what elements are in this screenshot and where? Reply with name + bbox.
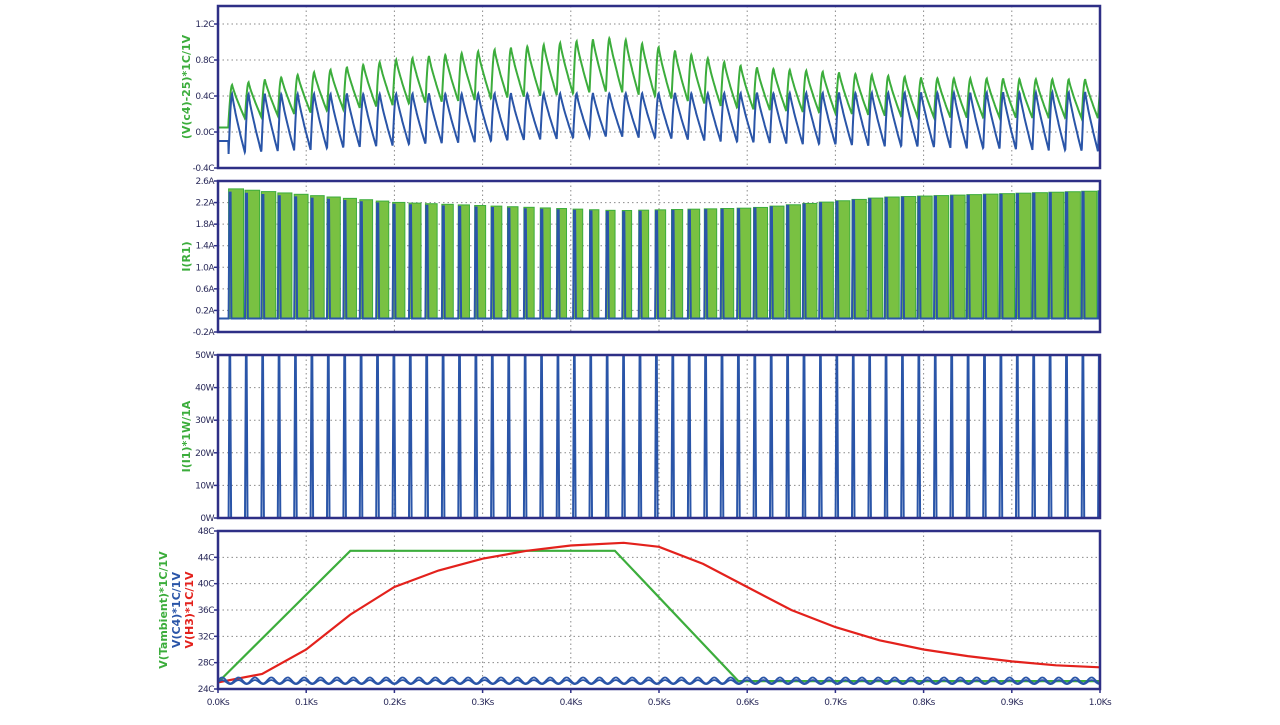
y-tick-label: 30W <box>195 416 214 426</box>
y-tick-label: 10W <box>195 481 214 491</box>
y-tick-label: 28C <box>198 659 214 669</box>
x-tick-label: 0.1Ks <box>295 698 318 708</box>
x-tick-label: 0.8Ks <box>912 698 935 708</box>
x-tick-label: 0.3Ks <box>471 698 494 708</box>
y-tick-label: 40C <box>198 580 214 590</box>
panel-frame <box>216 353 1102 520</box>
y-axis-label: I(R1) <box>180 241 193 271</box>
y-axis-label-blue: V(C4)*1C/1V <box>170 572 183 648</box>
y-tick-label: 1.0A <box>196 263 216 273</box>
panel-frame <box>216 4 1102 170</box>
y-axis-label: (V(c4)-25)*1C/1V <box>180 34 193 139</box>
panel-3: 50W 40W 30W 20W 10W 0W I(I1)*1W/1A <box>180 351 1102 524</box>
x-tick-label: 0.7Ks <box>824 698 847 708</box>
x-tick-label: 0.5Ks <box>648 698 671 708</box>
y-tick-label: 32C <box>198 632 214 642</box>
y-tick-label: 48C <box>198 527 214 537</box>
y-tick-label: 20W <box>195 449 214 459</box>
panel-1: 1.2C 0.8C 0.4C 0.0C -0.4C (V(c4)-25)*1C/1V <box>180 4 1102 174</box>
series-group <box>218 541 1100 685</box>
y-axis-label-green: V(Tambient)*1C/1V <box>157 551 170 669</box>
panel-2: 2.6A 2.2A 1.8A 1.4A 1.0A 0.6A 0.2A -0.2A I(R1) <box>180 177 1102 338</box>
x-tick-label: 1.0Ks <box>1089 698 1112 708</box>
y-tick-label: 40W <box>195 384 214 394</box>
y-tick-label: 1.8A <box>196 220 216 230</box>
y-tick-label: 2.2A <box>196 199 216 209</box>
y-tick-label: -0.2A <box>193 328 216 338</box>
x-tick-label: 0.9Ks <box>1001 698 1024 708</box>
y-tick-label: 2.6A <box>196 177 216 187</box>
series-line <box>218 35 1100 129</box>
series-line-c4 <box>218 679 1100 685</box>
y-tick-label: 0.8C <box>195 56 214 66</box>
x-tick-label: 0.2Ks <box>383 698 406 708</box>
series-group <box>218 35 1100 156</box>
y-tick-label: 0.6A <box>196 285 216 295</box>
y-tick-label: 0.4C <box>195 92 214 102</box>
y-tick-label: 36C <box>198 606 214 616</box>
x-tick-label: 0.0Ks <box>207 698 230 708</box>
series-group <box>218 188 1100 320</box>
y-tick-label: 50W <box>195 351 214 361</box>
y-tick-label: 44C <box>198 553 214 563</box>
y-tick-label: 0.2A <box>196 306 216 316</box>
y-axis-label: I(I1)*1W/1A <box>180 400 193 472</box>
pulse-series-line <box>218 190 1100 320</box>
series-line <box>218 88 1100 156</box>
x-tick-label: 0.4Ks <box>560 698 583 708</box>
y-tick-label: 0W <box>200 514 214 524</box>
panel-frame <box>216 179 1102 334</box>
y-tick-label: 1.4A <box>196 242 216 252</box>
x-tick-label: 0.6Ks <box>736 698 759 708</box>
y-axis-label-red: V(H3)*1C/1V <box>183 571 196 649</box>
y-tick-label: 24C <box>198 685 214 695</box>
y-tick-label: 0.0C <box>195 128 214 138</box>
y-tick-label: -0.4C <box>193 164 215 174</box>
series-line-v-h3- <box>218 541 1100 684</box>
y-tick-label: 1.2C <box>195 20 214 30</box>
